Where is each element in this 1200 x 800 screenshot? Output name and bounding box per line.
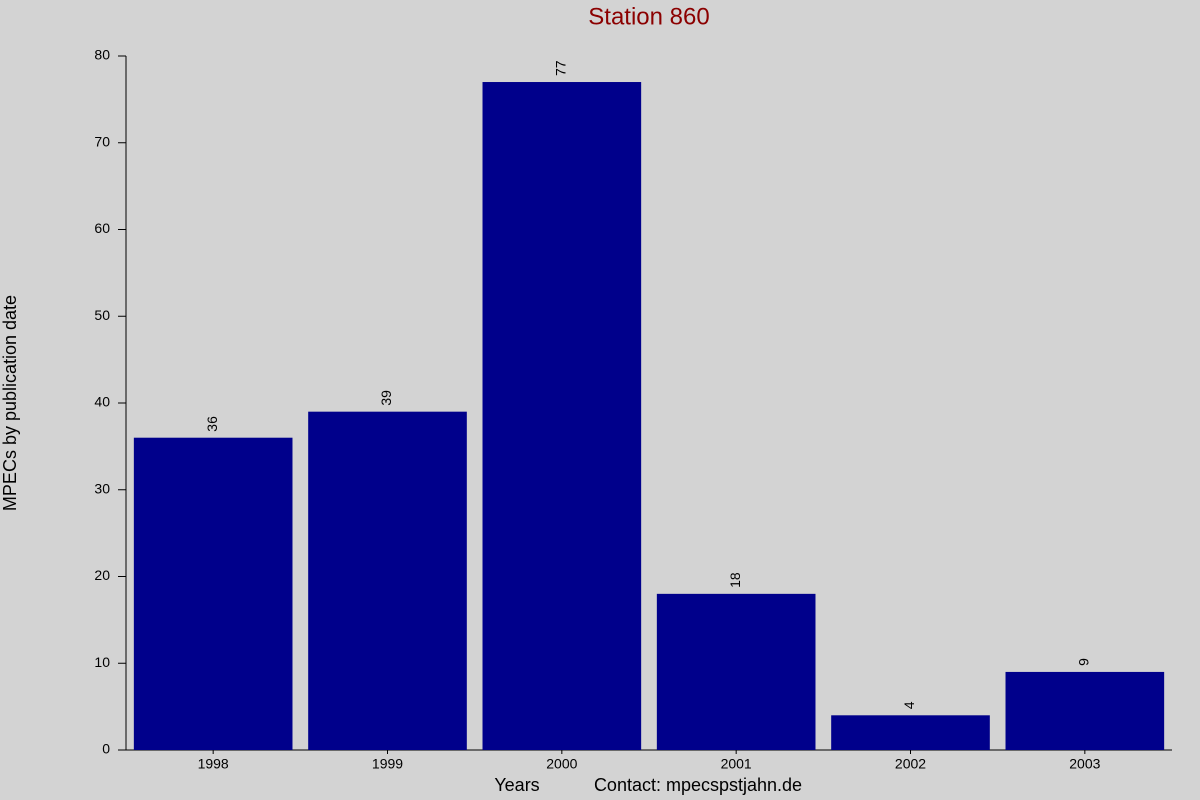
x-tick-label: 1998: [198, 756, 229, 772]
y-tick-label: 60: [94, 220, 110, 236]
x-tick-label: 1999: [372, 756, 403, 772]
y-tick-label: 30: [94, 480, 110, 496]
value-label: 18: [727, 572, 743, 588]
y-tick-label: 80: [94, 47, 110, 63]
value-label: 39: [378, 390, 394, 406]
bar: [482, 82, 642, 750]
bar: [656, 593, 816, 750]
bar: [1005, 671, 1165, 750]
y-axis-title: MPECs by publication date: [0, 295, 20, 511]
y-tick-label: 50: [94, 307, 110, 323]
value-label: 9: [1076, 658, 1092, 666]
contact-note: Contact: mpecspstjahn.de: [594, 775, 802, 795]
value-label: 4: [901, 701, 917, 709]
x-tick-label: 2001: [721, 756, 752, 772]
x-tick-label: 2002: [895, 756, 926, 772]
y-tick-label: 10: [94, 654, 110, 670]
bar: [133, 437, 293, 750]
chart-title: Station 860: [588, 3, 709, 30]
value-label: 36: [204, 416, 220, 432]
x-axis-title: Years: [494, 775, 539, 795]
value-label: 77: [553, 60, 569, 76]
bar: [831, 715, 990, 750]
y-tick-label: 40: [94, 394, 110, 410]
y-tick-label: 70: [94, 133, 110, 149]
y-tick-label: 20: [94, 567, 110, 583]
bar: [308, 411, 467, 750]
x-tick-label: 2003: [1069, 756, 1100, 772]
y-tick-label: 0: [102, 741, 110, 757]
x-tick-label: 2000: [546, 756, 577, 772]
